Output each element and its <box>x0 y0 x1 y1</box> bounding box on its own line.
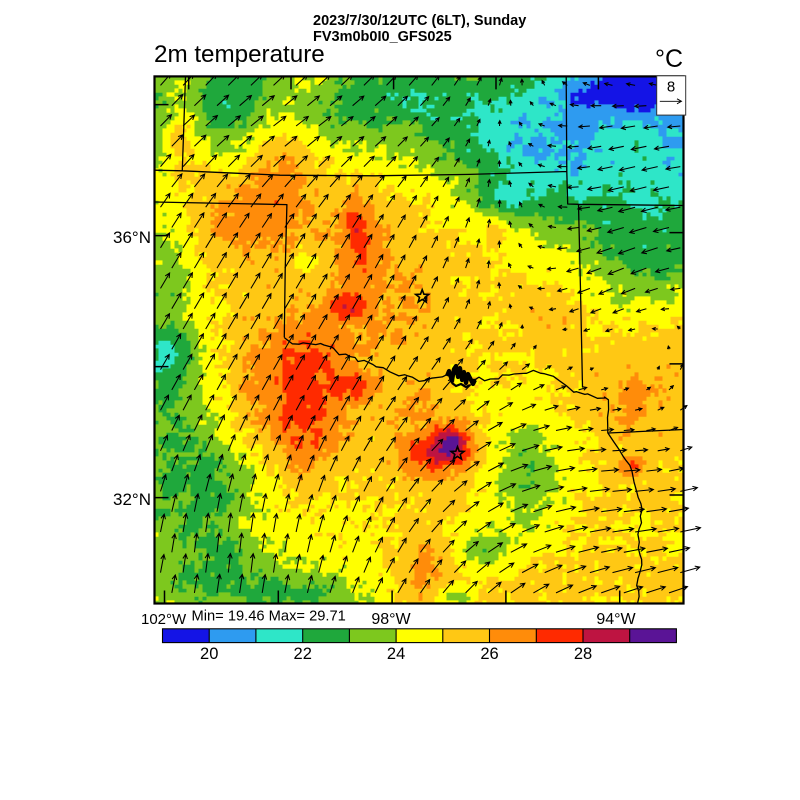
svg-text:28: 28 <box>574 645 592 663</box>
svg-text:26: 26 <box>480 645 498 663</box>
svg-text:24: 24 <box>387 645 405 663</box>
svg-text:8: 8 <box>667 79 675 96</box>
svg-text:20: 20 <box>200 645 218 663</box>
svg-text:102°W: 102°W <box>141 611 187 628</box>
svg-text:22: 22 <box>294 645 312 663</box>
svg-text:98°W: 98°W <box>371 611 411 628</box>
svg-text:94°W: 94°W <box>596 611 636 628</box>
svg-text:Min= 19.46 Max= 29.71: Min= 19.46 Max= 29.71 <box>192 609 346 625</box>
